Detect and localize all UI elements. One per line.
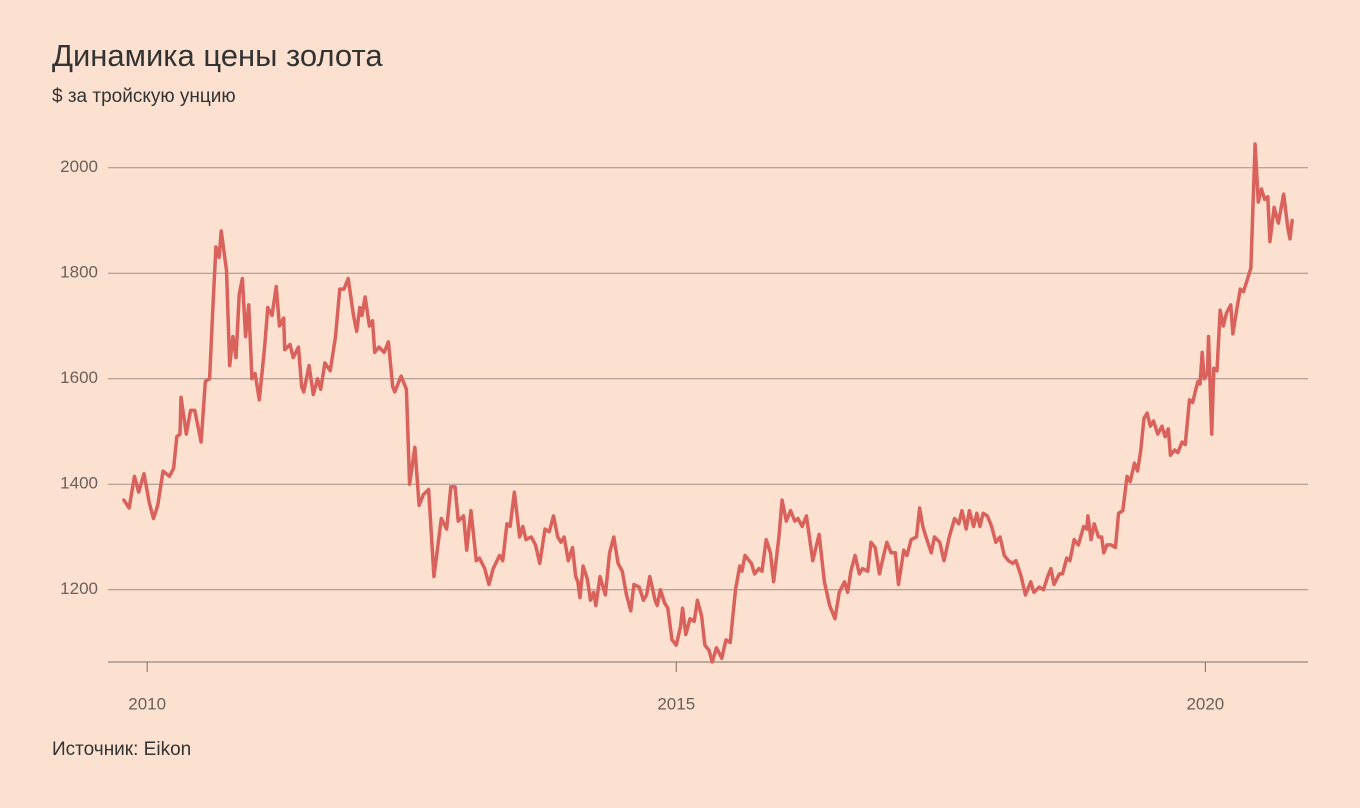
x-tick-label: 2020: [1186, 694, 1224, 713]
x-tick-label: 2015: [657, 694, 695, 713]
y-tick-label: 2000: [60, 157, 98, 176]
x-tick-label: 2010: [128, 694, 166, 713]
y-tick-label: 1800: [60, 263, 98, 282]
y-tick-label: 1200: [60, 579, 98, 598]
chart-subtitle: $ за тройскую унцию: [52, 86, 236, 107]
chart-title: Динамика цены золота: [52, 38, 383, 73]
source-note: Источник: Eikon: [52, 739, 191, 760]
price-line: [122, 142, 1294, 664]
y-tick-label: 1400: [60, 474, 98, 493]
y-tick-label: 1600: [60, 368, 98, 387]
plot: [122, 142, 1294, 664]
